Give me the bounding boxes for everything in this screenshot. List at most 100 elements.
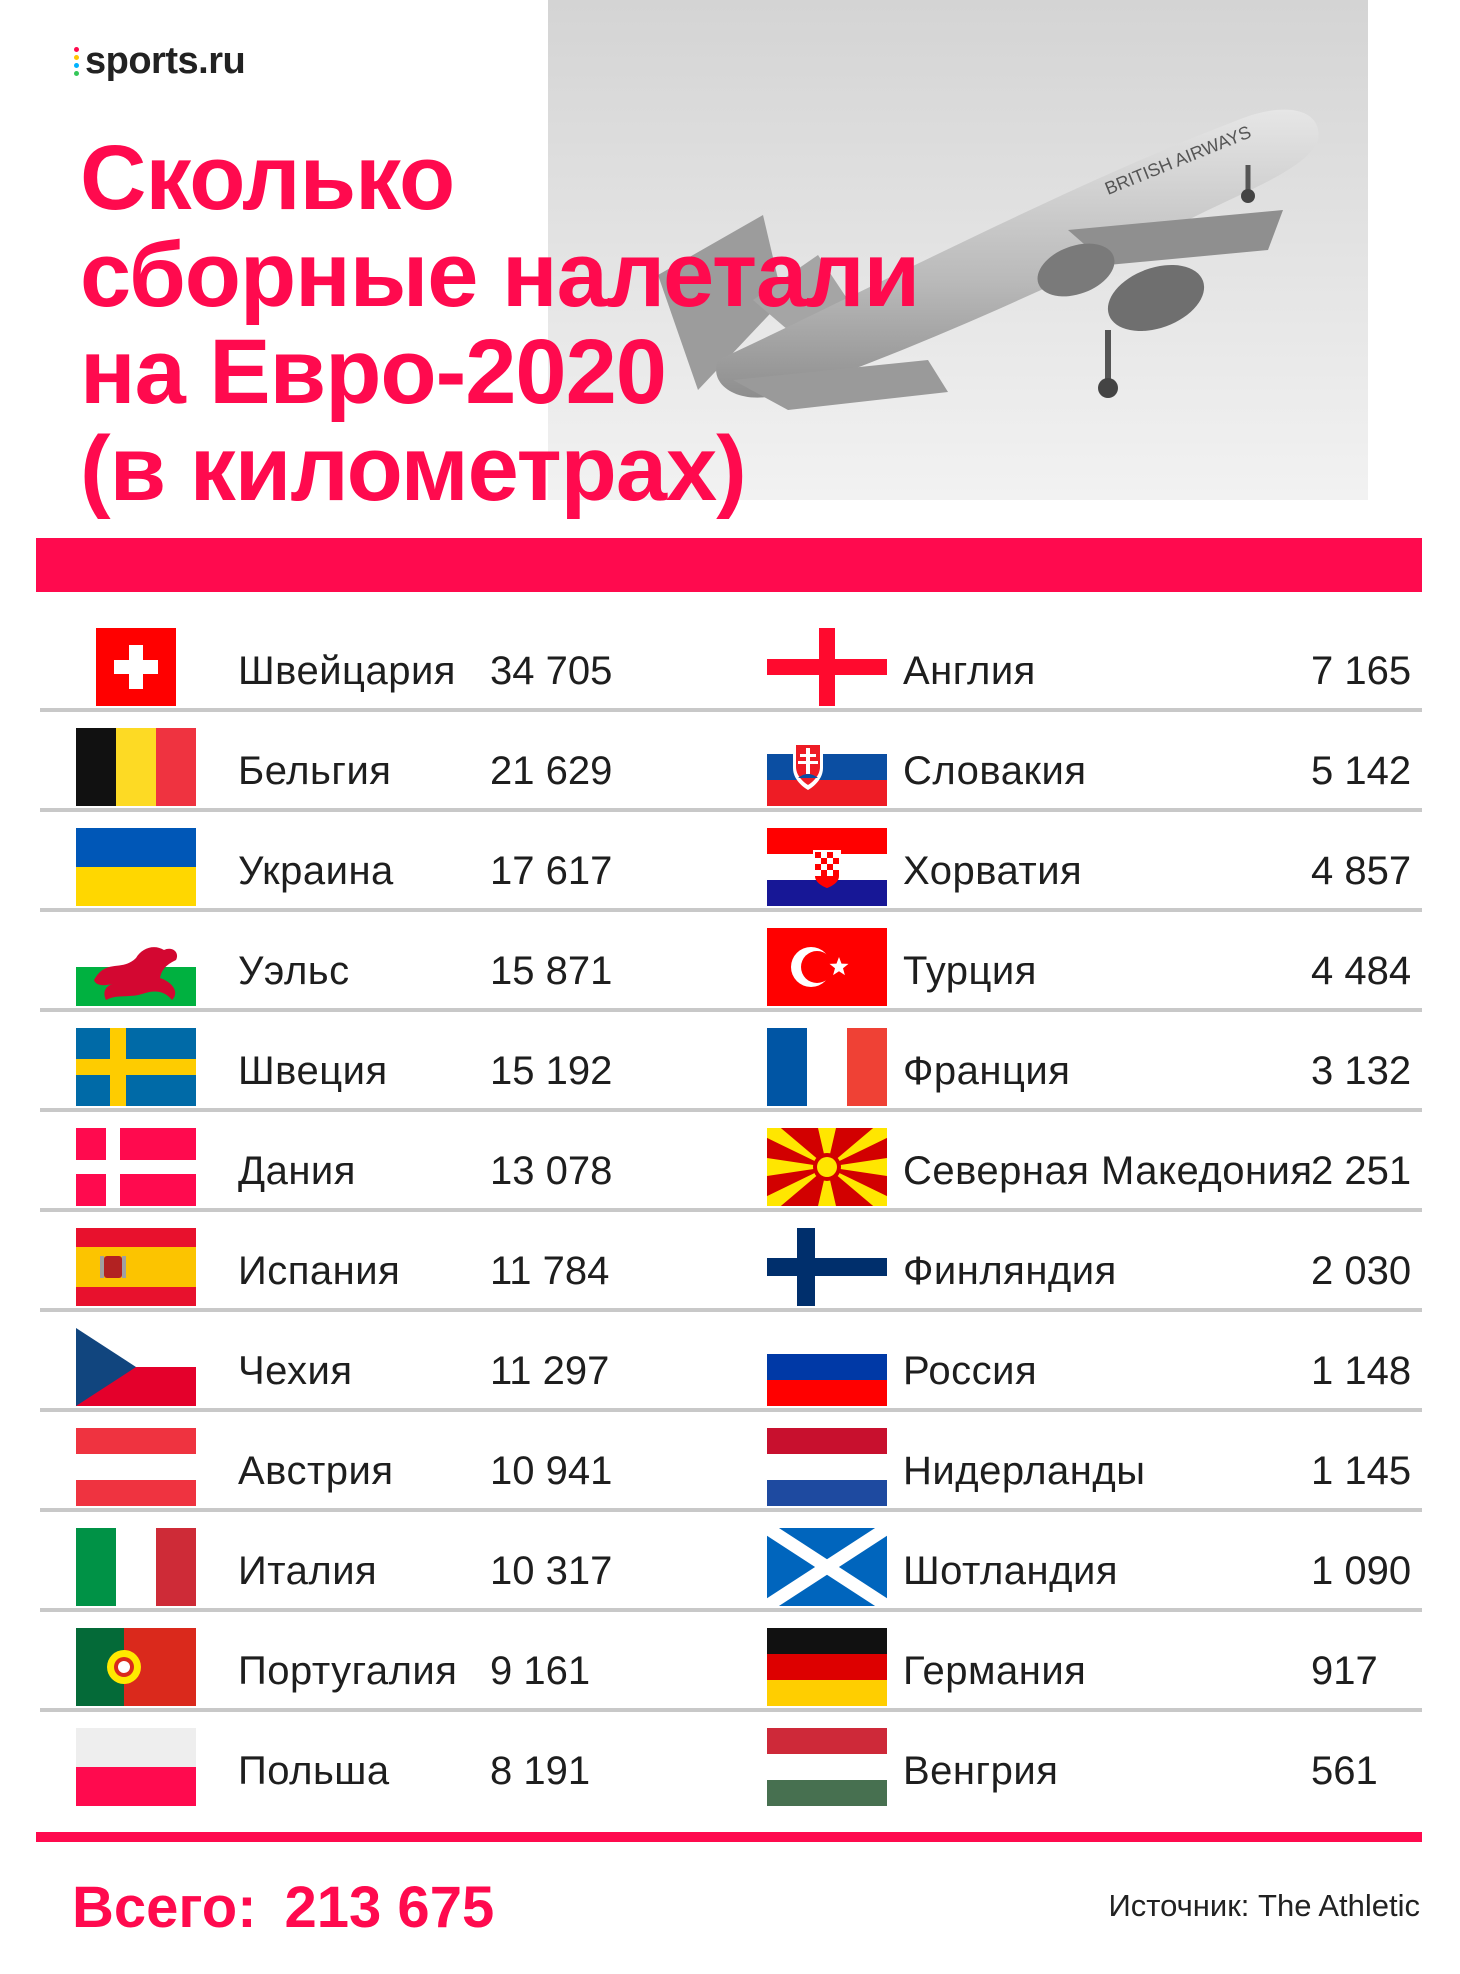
distance-value: 4 484 [1311,949,1412,993]
page-title: Сколько сборные налетали на Евро-2020 (в… [80,130,980,518]
airplane-photo: BRITISH AIRWAYS [548,0,1368,500]
table-row: Швейцария 34 705 Англия 7 165 [36,612,1422,712]
logo-dot [74,71,79,76]
table-row: Польша 8 191 Венгрия 561 [36,1712,1422,1812]
logo-dot [74,55,79,60]
country-entry: Турция 4 484 [729,912,1422,1008]
country-entry: Швеция 15 192 [36,1012,729,1108]
distance-value: 34 705 [490,649,613,693]
czechia-flag [76,1328,196,1406]
total-distance: Всего: 213 675 [72,1874,494,1941]
distance-value: 7 165 [1311,649,1412,693]
country-name: Польша [238,1749,390,1793]
distance-value: 11 297 [490,1349,610,1393]
country-name: Швеция [238,1049,388,1093]
austria-flag [76,1428,196,1506]
table-row: Уэльс 15 871 Турция 4 484 [36,912,1422,1012]
logo-dots-icon [74,47,79,76]
title-line: (в километрах) [80,418,747,520]
distance-value: 5 142 [1311,749,1412,793]
distance-value: 9 161 [490,1649,591,1693]
distance-value: 917 [1311,1649,1378,1693]
country-name: Франция [903,1049,1071,1093]
switzerland-flag [96,628,176,706]
country-name: Венгрия [903,1749,1059,1793]
sweden-flag [76,1028,196,1106]
spain-flag [76,1228,196,1306]
country-entry: Словакия 5 142 [729,712,1422,808]
country-name: Хорватия [903,849,1083,893]
country-name: Северная Македония [903,1149,1313,1193]
logo-text: sports.ru [85,40,246,82]
flight-distance-table: Швейцария 34 705 Англия 7 165 Бельгия 21 629 С… [36,612,1422,1812]
country-entry: Германия 917 [729,1612,1422,1708]
country-entry: Венгрия 561 [729,1712,1422,1808]
england-flag [767,628,887,706]
country-entry: Италия 10 317 [36,1512,729,1608]
russia-flag [767,1328,887,1406]
distance-value: 3 132 [1311,1049,1412,1093]
country-entry: Нидерланды 1 145 [729,1412,1422,1508]
country-entry: Шотландия 1 090 [729,1512,1422,1608]
distance-value: 10 941 [490,1449,613,1493]
table-row: Австрия 10 941 Нидерланды 1 145 [36,1412,1422,1512]
country-name: Россия [903,1349,1038,1393]
distance-value: 15 871 [490,949,613,993]
logo-dot [74,63,79,68]
header-divider-bar [36,538,1422,592]
scotland-flag [767,1528,887,1606]
italy-flag [76,1528,196,1606]
wales-flag [76,928,196,1006]
turkey-flag [767,928,887,1006]
title-line: сборные налетали [80,224,920,326]
table-row: Дания 13 078 Северная Македония 2 251 [36,1112,1422,1212]
distance-value: 2 251 [1311,1149,1412,1193]
table-row: Швеция 15 192 Франция 3 132 [36,1012,1422,1112]
distance-value: 1 090 [1311,1549,1412,1593]
country-name: Дания [238,1149,356,1193]
country-entry: Хорватия 4 857 [729,812,1422,908]
country-name: Шотландия [903,1549,1118,1593]
country-entry: Чехия 11 297 [36,1312,729,1408]
north-macedonia-flag [767,1128,887,1206]
logo-dot [74,47,79,52]
country-entry: Дания 13 078 [36,1112,729,1208]
belgium-flag [76,728,196,806]
portugal-flag [76,1628,196,1706]
country-entry: Финляндия 2 030 [729,1212,1422,1308]
table-row: Португалия 9 161 Германия 917 [36,1612,1422,1712]
country-name: Уэльс [238,949,350,993]
poland-flag [76,1728,196,1806]
netherlands-flag [767,1428,887,1506]
france-flag [767,1028,887,1106]
distance-value: 2 030 [1311,1249,1412,1293]
distance-value: 21 629 [490,749,613,793]
country-entry: Швейцария 34 705 [36,612,729,708]
country-entry: Северная Македония 2 251 [729,1112,1422,1208]
distance-value: 8 191 [490,1749,591,1793]
country-name: Англия [903,649,1036,693]
distance-value: 1 148 [1311,1349,1412,1393]
country-name: Испания [238,1249,401,1293]
distance-value: 11 784 [490,1249,610,1293]
footer-divider-bar [36,1832,1422,1842]
country-name: Австрия [238,1449,394,1493]
country-name: Словакия [903,749,1087,793]
total-label: Всего: [72,1875,257,1940]
country-entry: Франция 3 132 [729,1012,1422,1108]
country-name: Бельгия [238,749,392,793]
country-name: Турция [903,949,1037,993]
distance-value: 4 857 [1311,849,1412,893]
country-entry: Бельгия 21 629 [36,712,729,808]
country-entry: Испания 11 784 [36,1212,729,1308]
sports-ru-logo: sports.ru [74,40,246,83]
title-line: Сколько [80,127,455,229]
table-row: Бельгия 21 629 Словакия 5 142 [36,712,1422,812]
distance-value: 561 [1311,1749,1378,1793]
hungary-flag [767,1728,887,1806]
country-entry: Португалия 9 161 [36,1612,729,1708]
ukraine-flag [76,828,196,906]
slovakia-flag [767,728,887,806]
table-row: Чехия 11 297 Россия 1 148 [36,1312,1422,1412]
table-row: Украина 17 617 Хорватия 4 857 [36,812,1422,912]
